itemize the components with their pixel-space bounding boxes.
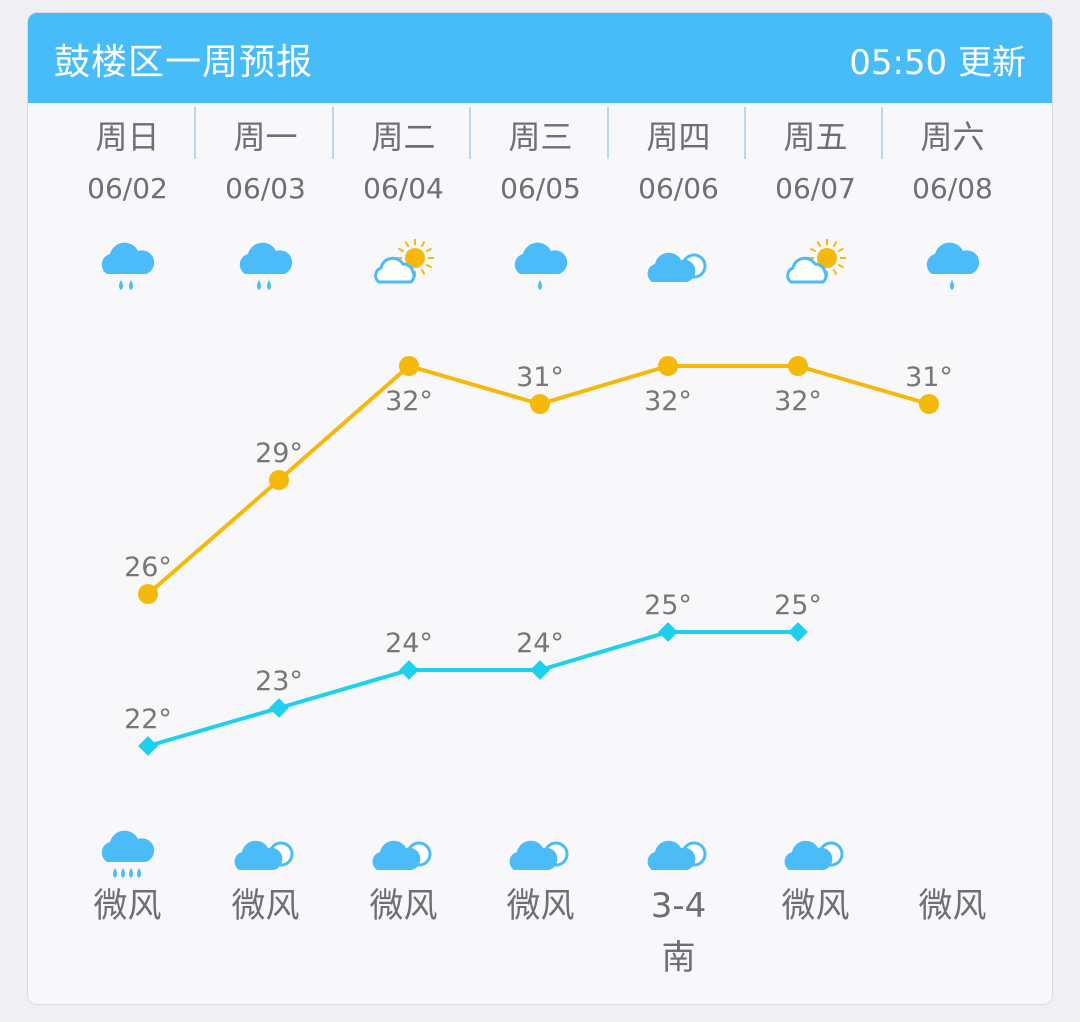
high-temp-point [788,356,808,376]
low-temp-point [269,698,289,718]
cloudy-icon [775,824,855,888]
date: 06/06 [638,172,719,205]
date: 06/04 [363,172,444,205]
day-of-week: 周六 [920,118,985,156]
drizzle-icon [912,236,992,300]
high-temp-point [399,356,419,376]
high-temp-point [919,394,939,414]
day-of-week: 周四 [646,118,711,156]
low-temp-point [399,660,419,680]
high-temp-label: 31° [905,362,953,393]
low-temp-label: 25° [644,590,692,621]
weekly-forecast-card: 鼓楼区一周预报 05:50 更新 [27,12,1053,1005]
wind-info: 微风 [335,880,472,932]
date: 06/05 [500,172,581,205]
cloudy-icon [500,824,580,888]
low-temp-line [147,630,798,748]
wind-info: 微风 [747,880,884,932]
wind-level: 微风 [918,886,987,926]
wind-level: 微风 [231,886,300,926]
heavy-rain-icon [87,824,167,888]
wind-level: 微风 [506,886,575,926]
column-divider [194,107,196,159]
wind-info: 微风 [59,880,196,932]
header: 鼓楼区一周预报 05:50 更新 [28,13,1052,103]
low-temp-point [530,660,550,680]
column-divider [881,107,883,159]
low-temp-label: 24° [385,628,433,659]
column-divider [332,107,334,159]
update-time: 05:50 更新 [849,43,1026,83]
day-of-week: 周五 [783,118,848,156]
wind-level: 微风 [369,886,438,926]
column-divider [744,107,746,159]
drizzle-icon [500,236,580,300]
light-rain-icon [225,236,305,300]
high-temp-label: 32° [644,386,692,417]
high-temp-label: 31° [516,362,564,393]
low-temp-point [788,622,808,642]
wind-direction: 南 [661,938,696,978]
wind-level: 微风 [93,886,162,926]
date: 06/02 [87,172,168,205]
wind-info: 微风 [197,880,334,932]
high-temp-point [658,356,678,376]
wind-level: 3-4 [650,886,707,926]
cloudy-icon [638,824,718,888]
low-temp-label: 23° [255,666,303,697]
column-divider [607,107,609,159]
column-divider [469,107,471,159]
high-temp-point [138,584,158,604]
day-of-week: 周一 [233,118,298,156]
high-temp-label: 26° [124,552,172,583]
high-temp-label: 32° [385,386,433,417]
date: 06/07 [775,172,856,205]
low-temp-point [658,622,678,642]
high-temp-label: 32° [774,386,822,417]
high-temp-label: 29° [255,438,303,469]
date: 06/03 [225,172,306,205]
day-of-week: 周二 [371,118,436,156]
cloudy-icon [638,236,718,300]
wind-level: 微风 [781,886,850,926]
partly-cloudy-icon [775,236,855,300]
low-temp-label: 22° [124,704,172,735]
page-title: 鼓楼区一周预报 [54,42,314,83]
low-temp-label: 24° [516,628,564,659]
cloudy-icon [363,824,443,888]
day-of-week: 周日 [95,118,160,156]
high-temp-point [269,470,289,490]
wind-info: 微风 [884,880,1021,932]
partly-cloudy-icon [363,236,443,300]
cloudy-icon [225,824,305,888]
high-temp-point [530,394,550,414]
low-temp-label: 25° [774,590,822,621]
low-temp-point [138,736,158,756]
wind-info: 3-4 南 [610,880,747,984]
date: 06/08 [912,172,993,205]
wind-info: 微风 [472,880,609,932]
light-rain-icon [87,236,167,300]
day-of-week: 周三 [508,118,573,156]
